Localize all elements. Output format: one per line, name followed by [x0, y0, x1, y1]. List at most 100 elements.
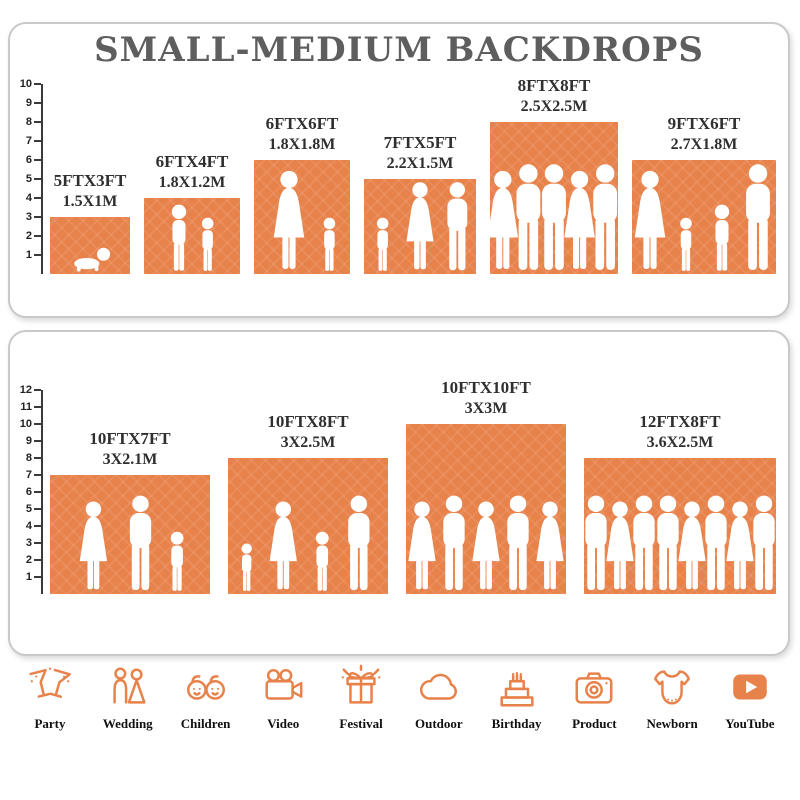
people-silhouettes — [241, 495, 370, 592]
ruler-number: 7 — [25, 134, 32, 147]
person-silhouette — [171, 204, 187, 271]
category-youtube: YouTube — [714, 664, 786, 732]
ruler-number: 4 — [25, 191, 32, 204]
backdrop-size-label: 6FTX4FT 1.8X1.2M — [156, 151, 229, 194]
category-children: Children — [170, 664, 242, 732]
ruler-number: 2 — [25, 553, 32, 566]
ruler-number: 9 — [25, 434, 32, 447]
category-label: Birthday — [491, 716, 542, 731]
ruler-tick — [34, 235, 41, 237]
person-silhouette — [606, 501, 634, 590]
ruler-number: 6 — [25, 153, 32, 166]
ruler-tick — [34, 140, 41, 142]
person-silhouette — [507, 495, 529, 591]
backdrop-size-label: 10FTX10FT 3X3M — [441, 377, 531, 420]
ruler-number: 5 — [25, 172, 32, 185]
ruler-tick — [34, 389, 41, 391]
category-label: Video — [267, 716, 300, 731]
panel-medium-backdrops: 1 2 3 4 5 6 7 8 9 10 11 12 10FTX7FT 3X2.1M 10FTX8FT 3X2… — [8, 330, 790, 656]
person-silhouette — [376, 217, 389, 271]
person-silhouette — [406, 182, 434, 270]
person-silhouette — [593, 164, 618, 270]
ruler-number: 2 — [25, 229, 32, 242]
person-silhouette — [657, 495, 679, 591]
category-label: Festival — [339, 716, 383, 731]
category-label: Newborn — [646, 716, 698, 731]
category-party: Party — [14, 664, 86, 732]
backdrop-6ftx4ft — [144, 198, 240, 274]
ruler-tick — [34, 197, 41, 199]
panel-small-backdrops: SMALL-MEDIUM BACKDROPS 1 2 3 4 5 6 7 8 9 10 5FTX3F… — [8, 22, 790, 318]
category-outdoor: Outdoor — [403, 664, 475, 732]
ruler-tick — [34, 576, 41, 578]
backdrop-size-ft: 7FTX5FT — [383, 133, 457, 152]
backdrop-size-label: 5FTX3FT 1.5X1M — [54, 170, 127, 213]
ruler-number: 3 — [25, 210, 32, 223]
person-silhouette — [348, 495, 370, 591]
ruler-tick — [34, 254, 41, 256]
person-silhouette — [634, 170, 666, 269]
page-title: SMALL-MEDIUM BACKDROPS — [94, 30, 704, 70]
person-silhouette — [408, 501, 436, 590]
backdrop-size-ft: 12FTX8FT — [639, 412, 721, 431]
people-silhouettes — [490, 164, 618, 270]
person-silhouette — [201, 217, 214, 271]
people-silhouettes — [585, 495, 775, 591]
panel-small-body: 1 2 3 4 5 6 7 8 9 10 5FTX3FT 1.5X1M 6FTX4FT 1.8X1.2M 6… — [10, 24, 788, 316]
backdrop-size-ft: 9FTX6FT — [667, 114, 741, 133]
backdrop-size-label: 10FTX7FT 3X2.1M — [89, 428, 170, 471]
festival-icon — [341, 664, 381, 704]
youtube-icon — [733, 674, 767, 700]
backdrop-10ftx10ft — [406, 424, 566, 594]
ruler-tick — [34, 83, 41, 85]
person-silhouette — [241, 543, 252, 592]
backdrop-size-m: 1.5X1M — [62, 193, 118, 211]
category-label: YouTube — [725, 716, 775, 731]
backdrop-size-m: 3X3M — [464, 400, 508, 418]
backdrop-size-ft: 6FTX4FT — [155, 152, 229, 171]
panel-medium-body: 1 2 3 4 5 6 7 8 9 10 11 12 10FTX7FT 3X2.1M 10FTX8FT 3X2… — [10, 332, 788, 654]
person-silhouette — [564, 170, 595, 269]
category-birthday: Birthday — [481, 664, 553, 732]
ruler-number: 1 — [25, 570, 32, 583]
person-silhouette — [447, 182, 468, 271]
backdrop-size-m: 3X2.5M — [280, 434, 336, 452]
ruler-tick — [34, 159, 41, 161]
ruler-axis-line — [41, 390, 43, 594]
person-silhouette — [443, 495, 465, 591]
person-silhouette — [490, 170, 519, 269]
ruler-tick — [34, 508, 41, 510]
wedding-icon — [113, 667, 146, 704]
category-label: Product — [572, 716, 617, 731]
person-silhouette — [585, 495, 607, 591]
newborn-icon — [654, 670, 691, 705]
backdrop-size-ft: 6FTX6FT — [265, 114, 339, 133]
person-silhouette — [269, 501, 297, 590]
ruler-tick — [34, 525, 41, 527]
ruler-tick — [34, 474, 41, 476]
category-video: Video — [247, 664, 319, 732]
backdrop-size-m: 1.8X1.8M — [268, 136, 336, 154]
ruler-tick — [34, 440, 41, 442]
ruler-tick — [34, 102, 41, 104]
ruler-number: 10 — [19, 77, 32, 90]
ruler-tick — [34, 491, 41, 493]
ruler-number: 5 — [25, 502, 32, 515]
person-silhouette — [315, 531, 329, 591]
ruler-tick — [34, 216, 41, 218]
person-silhouette — [746, 164, 770, 270]
people-silhouettes — [74, 247, 111, 272]
backdrop-size-label: 10FTX8FT 3X2.5M — [267, 411, 348, 454]
ruler-number: 11 — [20, 400, 32, 413]
person-silhouette — [323, 217, 336, 271]
category-bar: Party Wedding Children — [0, 664, 800, 732]
ruler-tick — [34, 406, 41, 408]
people-silhouettes — [376, 182, 468, 271]
person-silhouette — [678, 501, 706, 590]
people-silhouettes — [273, 170, 336, 271]
backdrop-10ftx7ft — [50, 475, 210, 594]
backdrop-size-label: 9FTX6FT 2.7X1.8M — [668, 113, 741, 156]
person-silhouette — [74, 247, 111, 272]
party-icon — [29, 667, 71, 698]
person-silhouette — [542, 164, 566, 270]
